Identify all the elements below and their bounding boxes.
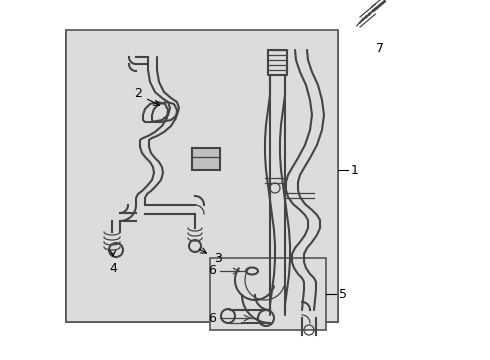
Text: 2: 2: [134, 86, 142, 99]
Bar: [192, 148, 220, 170]
Text: 1: 1: [351, 163, 359, 176]
Bar: [210, 258, 326, 330]
Text: 5: 5: [339, 288, 347, 301]
Text: 6: 6: [208, 265, 216, 278]
Bar: [66, 31, 338, 322]
Text: 4: 4: [109, 261, 117, 274]
Text: 6: 6: [208, 311, 216, 324]
Text: 7: 7: [376, 41, 384, 54]
Text: 3: 3: [214, 252, 222, 265]
Bar: [66, 30, 338, 322]
